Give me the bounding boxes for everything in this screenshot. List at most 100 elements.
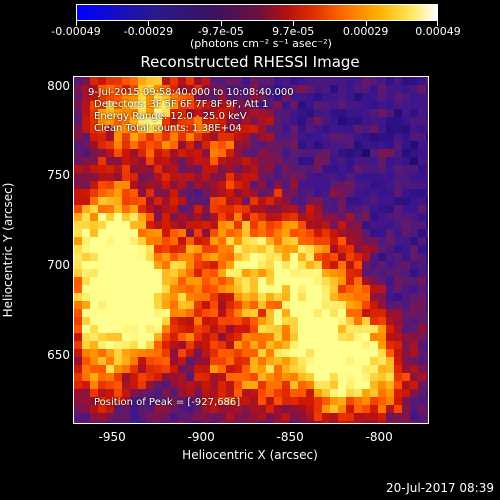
heatmap-cell [394, 405, 403, 414]
heatmap-cell [306, 221, 315, 230]
heatmap-cell [234, 77, 243, 86]
heatmap-cell [418, 221, 427, 230]
heatmap-cell [114, 349, 123, 358]
heatmap-cell [386, 141, 395, 150]
heatmap-cell [418, 173, 427, 182]
heatmap-cell [258, 189, 267, 198]
heatmap-cell [82, 341, 91, 350]
heatmap-cell [186, 381, 195, 390]
heatmap-cell [338, 221, 347, 230]
heatmap-cell [162, 125, 171, 134]
heatmap-cell [250, 229, 259, 238]
heatmap-cell [162, 293, 171, 302]
heatmap-cell [426, 189, 428, 198]
heatmap-cell [202, 333, 211, 342]
heatmap-cell [354, 93, 363, 102]
heatmap-cell [122, 157, 131, 166]
heatmap-cell [370, 389, 379, 398]
heatmap-cell [74, 253, 83, 262]
heatmap-cell [146, 149, 155, 158]
heatmap-cell [274, 205, 283, 214]
heatmap-cell [130, 405, 139, 414]
heatmap-cell [226, 421, 235, 423]
heatmap-cell [354, 301, 363, 310]
heatmap-cell [266, 101, 275, 110]
heatmap-cell [218, 381, 227, 390]
heatmap-cell [410, 373, 419, 382]
heatmap-cell [330, 101, 339, 110]
heatmap-cell [98, 293, 107, 302]
heatmap-cell [418, 317, 427, 326]
heatmap-cell [138, 181, 147, 190]
heatmap-cell [210, 237, 219, 246]
heatmap-cell [402, 157, 411, 166]
heatmap-cell [418, 357, 427, 366]
heatmap-cell [290, 149, 299, 158]
heatmap-cell [314, 133, 323, 142]
heatmap-cell [266, 277, 275, 286]
heatmap-cell [258, 397, 267, 406]
heatmap-cell [82, 181, 91, 190]
heatmap-cell [106, 261, 115, 270]
heatmap-cell [298, 165, 307, 174]
heatmap-cell [146, 317, 155, 326]
heatmap-cell [282, 373, 291, 382]
heatmap-cell [314, 309, 323, 318]
heatmap-cell [170, 389, 179, 398]
heatmap-cell [74, 309, 83, 318]
heatmap-cell [162, 245, 171, 254]
heatmap-cell [418, 197, 427, 206]
heatmap-cell [386, 165, 395, 174]
heatmap-cell [266, 173, 275, 182]
heatmap-cell [386, 365, 395, 374]
heatmap-cell [226, 133, 235, 142]
heatmap-cell [242, 157, 251, 166]
heatmap-cell [378, 221, 387, 230]
heatmap-cell [354, 229, 363, 238]
heatmap-cell [290, 365, 299, 374]
heatmap-cell [266, 293, 275, 302]
heatmap-cell [306, 333, 315, 342]
heatmap-cell [306, 293, 315, 302]
heatmap-cell [154, 173, 163, 182]
heatmap-cell [306, 277, 315, 286]
heatmap-cell [218, 101, 227, 110]
heatmap-cell [410, 381, 419, 390]
heatmap-cell [226, 389, 235, 398]
heatmap-cell [242, 269, 251, 278]
heatmap-cell [426, 413, 428, 422]
heatmap-cell [290, 93, 299, 102]
heatmap-cell [354, 389, 363, 398]
heatmap-cell [74, 261, 83, 270]
heatmap-cell [170, 269, 179, 278]
heatmap-cell [426, 85, 428, 94]
heatmap-cell [370, 173, 379, 182]
heatmap-cell [114, 269, 123, 278]
heatmap-cell [74, 325, 83, 334]
heatmap-cell [402, 149, 411, 158]
heatmap-cell [322, 253, 331, 262]
heatmap-cell [114, 341, 123, 350]
heatmap-cell [306, 245, 315, 254]
heatmap-cell [82, 357, 91, 366]
heatmap-cell [322, 325, 331, 334]
heatmap-cell [130, 93, 139, 102]
heatmap-cell [170, 221, 179, 230]
heatmap-cell [162, 93, 171, 102]
heatmap-cell [210, 421, 219, 423]
heatmap-cell [418, 365, 427, 374]
heatmap-cell [354, 365, 363, 374]
heatmap-cell [90, 197, 99, 206]
heatmap-cell [106, 213, 115, 222]
heatmap-cell [170, 237, 179, 246]
heatmap-cell [418, 133, 427, 142]
heatmap-cell [402, 373, 411, 382]
heatmap-cell [218, 165, 227, 174]
heatmap-cell [242, 229, 251, 238]
heatmap-cell [362, 365, 371, 374]
heatmap-cell [402, 421, 411, 423]
heatmap-cell [122, 341, 131, 350]
heatmap-cell [82, 125, 91, 134]
heatmap-cell [290, 373, 299, 382]
heatmap-cell [426, 213, 428, 222]
